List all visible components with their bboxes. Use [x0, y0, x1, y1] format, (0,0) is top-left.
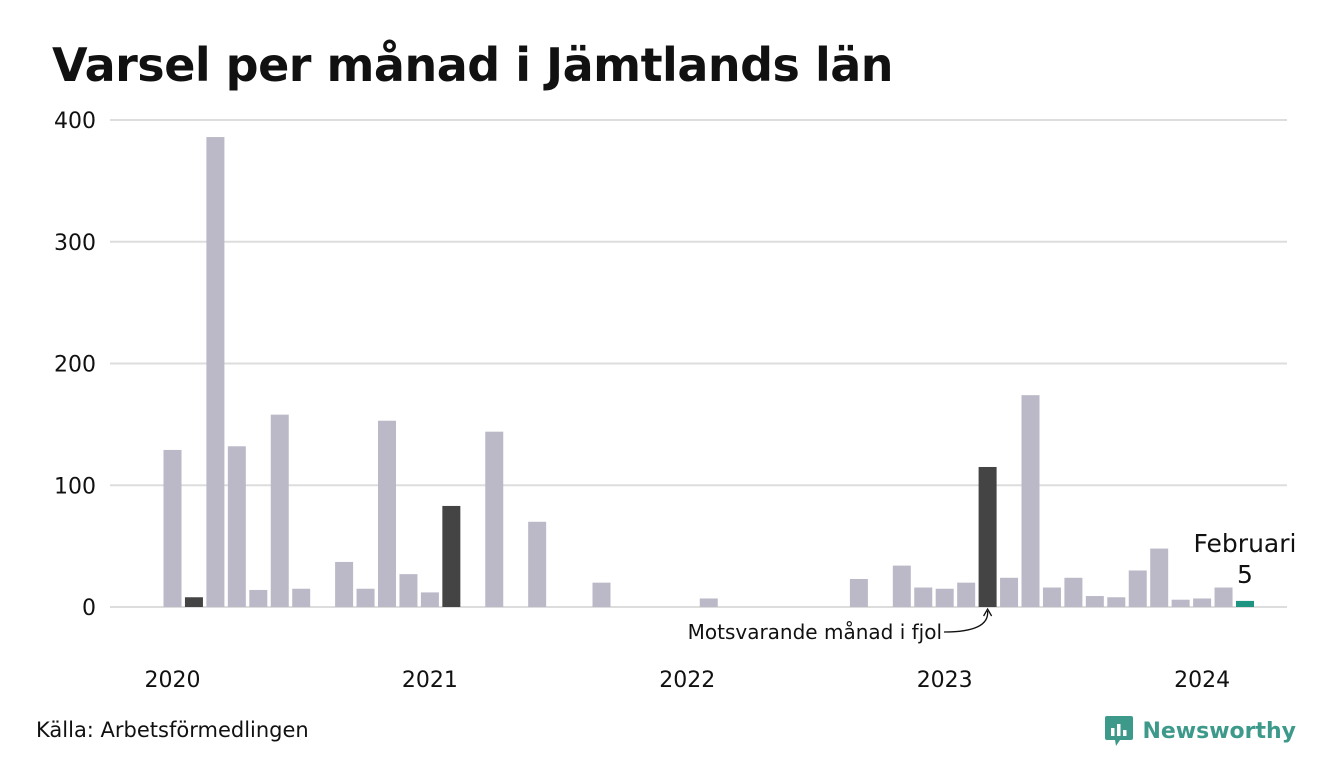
bar-2022-02 — [699, 598, 718, 607]
y-tick-label: 300 — [54, 231, 96, 256]
annotation-arrowhead — [983, 607, 993, 617]
bars — [163, 137, 1254, 608]
previous-year-label: Motsvarande månad i fjol — [688, 620, 942, 644]
bar-2023-05 — [1021, 395, 1040, 607]
y-axis: 0 100 200 300 400 — [54, 109, 96, 621]
bar-2020-10 — [356, 588, 375, 607]
bar-chart: 0 100 200 300 400 2020 2021 2022 2023 2024 Febru… — [54, 109, 1297, 693]
bar-2022-09 — [849, 578, 868, 607]
y-tick-label: 0 — [82, 596, 96, 621]
bar-2022-12 — [914, 587, 933, 607]
bar-2023-10 — [1128, 570, 1147, 607]
x-axis: 2020 2021 2022 2023 2024 — [145, 668, 1231, 693]
bar-2023-12 — [1171, 599, 1190, 607]
y-tick-label: 400 — [54, 109, 96, 134]
bar-2020-01 — [163, 449, 182, 607]
current-month-label: Februari — [1194, 529, 1297, 558]
bar-2023-03 — [978, 466, 997, 607]
bar-2023-06 — [1042, 587, 1061, 607]
x-tick-label: 2021 — [402, 668, 458, 693]
bar-2023-08 — [1085, 596, 1104, 607]
source-note: Källa: Arbetsförmedlingen — [36, 718, 309, 742]
bar-2021-02 — [442, 505, 461, 607]
bar-2023-02 — [957, 582, 976, 607]
bar-2020-05 — [249, 589, 268, 607]
bar-2021-06 — [528, 521, 547, 607]
bar-2020-09 — [335, 561, 354, 607]
chart-title: Varsel per månad i Jämtlands län — [52, 38, 894, 92]
x-tick-label: 2024 — [1174, 668, 1230, 693]
x-tick-label: 2022 — [659, 668, 715, 693]
x-tick-label: 2023 — [917, 668, 973, 693]
bar-2024-01 — [1193, 598, 1212, 607]
bar-2024-02 — [1214, 587, 1233, 607]
bar-2021-04 — [485, 431, 504, 607]
bar-2023-09 — [1107, 597, 1126, 607]
brand-name: Newsworthy — [1142, 718, 1296, 744]
bar-2023-01 — [935, 588, 954, 607]
bar-2020-11 — [378, 420, 396, 607]
x-tick-label: 2020 — [145, 668, 201, 693]
annotation-arrow — [943, 610, 989, 633]
bar-2023-07 — [1064, 577, 1083, 607]
bar-2020-12 — [399, 574, 418, 607]
current-value-label: 5 — [1237, 560, 1253, 589]
bar-2023-11 — [1150, 548, 1169, 607]
bar-2020-04 — [227, 446, 246, 607]
y-tick-label: 100 — [54, 474, 96, 499]
bar-2021-01 — [420, 592, 439, 607]
bar-2020-07 — [292, 588, 311, 607]
bar-2022-11 — [892, 565, 911, 607]
bar-2020-03 — [206, 137, 225, 608]
y-tick-label: 200 — [54, 353, 96, 378]
bar-2023-04 — [1000, 577, 1019, 607]
bar-2020-02 — [184, 597, 203, 607]
brand-logo: Newsworthy — [1104, 714, 1296, 748]
newsworthy-logo-icon — [1105, 716, 1134, 746]
bar-2020-06 — [270, 414, 289, 607]
bar-2021-09 — [592, 582, 611, 607]
bar-index-50 — [1236, 600, 1254, 607]
